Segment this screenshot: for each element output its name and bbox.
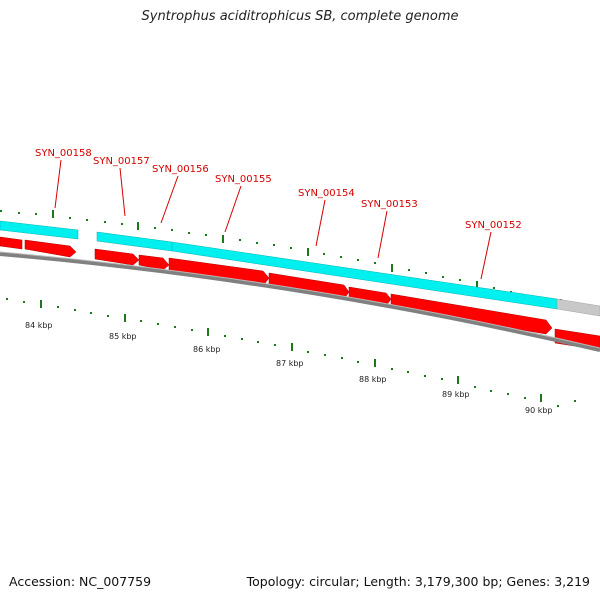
gene-label-syn-00153[interactable]: SYN_00153 <box>361 199 418 210</box>
gene-labels: SYN_00158 SYN_00157 SYN_00156 SYN_00155 … <box>35 148 522 231</box>
genome-backbone <box>0 252 600 352</box>
gene-label-syn-00152[interactable]: SYN_00152 <box>465 220 522 231</box>
cds-arrow[interactable] <box>138 254 170 271</box>
gene-band-segment[interactable] <box>0 220 79 240</box>
accession-info: Accession: NC_007759 <box>9 574 152 589</box>
gene-band-segment[interactable] <box>96 231 173 252</box>
genome-backbone-highlight <box>0 251 600 349</box>
gene-label-syn-00154[interactable]: SYN_00154 <box>298 188 355 199</box>
genome-title: Syntrophus aciditrophicus SB, complete g… <box>141 9 459 24</box>
gene-label-syn-00158[interactable]: SYN_00158 <box>35 148 92 159</box>
scale-label: 85 kbp <box>109 332 137 341</box>
scale-labels: 84 kbp 85 kbp 86 kbp 87 kbp 88 kbp 89 kb… <box>25 321 553 415</box>
unselected-band-segment[interactable] <box>556 298 600 317</box>
gene-label-syn-00155[interactable]: SYN_00155 <box>215 174 272 185</box>
gene-label-syn-00156[interactable]: SYN_00156 <box>152 164 209 175</box>
gene-band-track <box>0 220 600 317</box>
inner-scale-ticks <box>6 298 576 407</box>
scale-label: 90 kbp <box>525 406 553 415</box>
cds-arrow[interactable] <box>0 236 23 250</box>
scale-label: 88 kbp <box>359 375 387 384</box>
scale-label: 89 kbp <box>442 390 470 399</box>
cds-arrow[interactable] <box>94 248 140 266</box>
cds-arrow-track <box>0 236 600 351</box>
topology-info: Topology: circular; Length: 3,179,300 bp… <box>246 574 590 589</box>
scale-label: 86 kbp <box>193 345 221 354</box>
scale-label: 87 kbp <box>276 359 304 368</box>
cds-arrow[interactable] <box>24 239 77 258</box>
gene-label-syn-00157[interactable]: SYN_00157 <box>93 156 150 167</box>
scale-label: 84 kbp <box>25 321 53 330</box>
gene-label-leaders <box>54 159 492 280</box>
